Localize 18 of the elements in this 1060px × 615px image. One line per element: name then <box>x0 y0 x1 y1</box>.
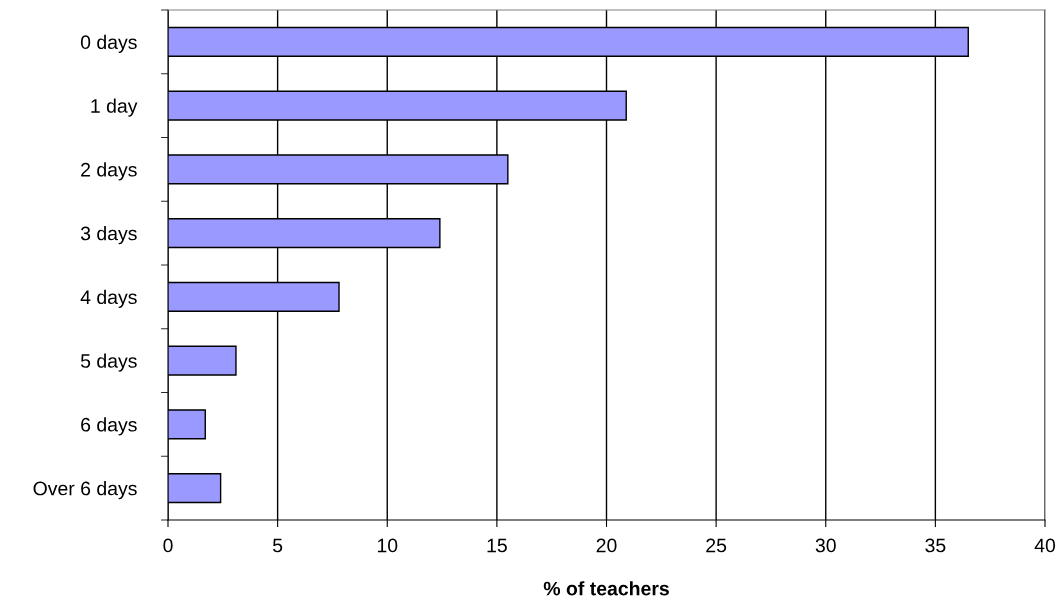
y-tick-label: 1 day <box>91 98 138 117</box>
x-tick-label: 5 <box>273 538 283 553</box>
x-tick-label: 15 <box>487 538 507 553</box>
y-tick-label: Over 6 days <box>33 481 137 500</box>
x-tick-label: 25 <box>706 538 727 553</box>
x-tick-label: 40 <box>1034 538 1056 553</box>
x-tick-label: 35 <box>925 538 946 553</box>
y-tick-label: 5 days <box>80 353 137 372</box>
x-tick-label: 20 <box>596 538 617 553</box>
x-tick-label: 10 <box>377 538 398 553</box>
x-tick-label: 30 <box>815 538 836 553</box>
y-tick-label: 4 days <box>80 289 137 308</box>
y-tick-label: 2 days <box>81 162 137 181</box>
y-tick-label: 0 days <box>80 34 137 53</box>
x-tick-label: 0 <box>163 538 173 553</box>
y-tick-label: 3 days <box>80 226 137 245</box>
x-axis-title: % of teachers <box>543 581 669 596</box>
y-tick-label: 6 days <box>81 417 137 436</box>
